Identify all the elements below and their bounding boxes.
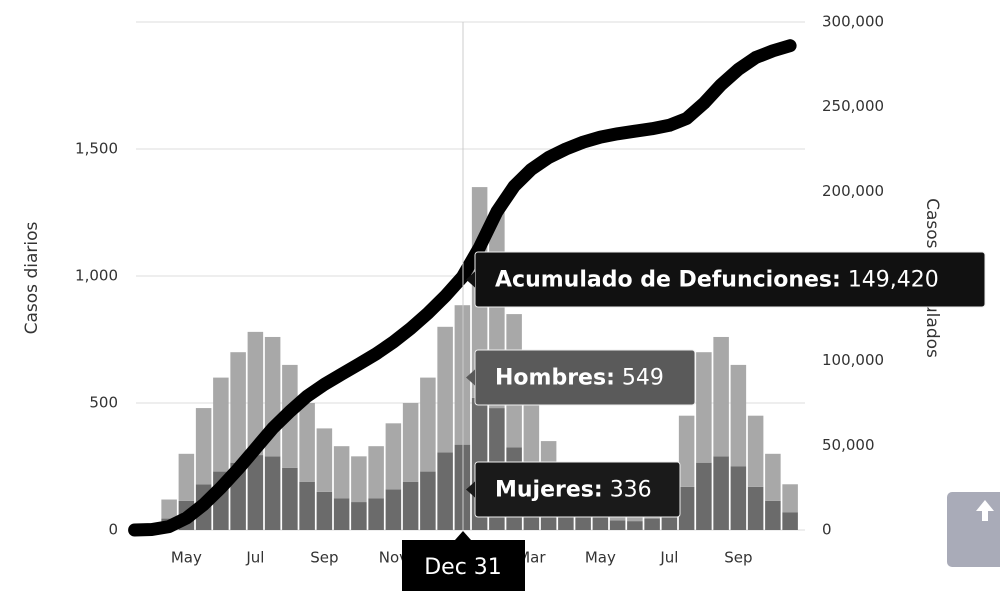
bar-segment bbox=[678, 415, 695, 487]
y-tick-label: 1,000 bbox=[75, 267, 118, 285]
tooltip-pointer bbox=[466, 369, 475, 386]
tooltip-date: Dec 31 bbox=[424, 555, 502, 580]
bar-segment bbox=[523, 390, 540, 477]
bar-segment bbox=[765, 453, 781, 501]
bar-segment bbox=[713, 456, 729, 530]
bar-segment bbox=[368, 498, 384, 530]
bar-segment bbox=[385, 489, 402, 530]
bar-segment bbox=[420, 377, 436, 472]
tooltip-name: Hombres: bbox=[495, 366, 615, 391]
bar-segment bbox=[213, 377, 229, 472]
bar-segment bbox=[351, 456, 367, 503]
date-pointer bbox=[455, 531, 471, 540]
tooltip-text: Mujeres: 336 bbox=[495, 478, 652, 503]
bar-segment bbox=[420, 471, 436, 530]
y-axis-title: Casos diarios bbox=[22, 222, 42, 335]
scroll-top-button[interactable] bbox=[947, 492, 1000, 567]
bar-segment bbox=[402, 481, 419, 530]
bar-segment bbox=[696, 352, 712, 463]
bar-segment bbox=[696, 462, 712, 530]
tooltip-value: 149,420 bbox=[848, 268, 939, 293]
tooltip-text: Acumulado de Defunciones: 149,420 bbox=[495, 268, 939, 293]
x-tick-label: May bbox=[585, 549, 616, 567]
bar-segment bbox=[627, 521, 643, 530]
y2-tick-label: 200,000 bbox=[822, 182, 884, 200]
tooltip-pointer bbox=[466, 481, 475, 498]
bar-segment bbox=[713, 336, 729, 457]
date-box bbox=[402, 540, 525, 591]
tooltip-name: Mujeres: bbox=[495, 478, 603, 503]
bar-segment bbox=[747, 415, 764, 487]
x-tick-label: May bbox=[171, 549, 202, 567]
bar-segment bbox=[730, 466, 747, 530]
bar-segment bbox=[247, 331, 264, 456]
y-tick-label: 500 bbox=[89, 394, 118, 412]
bar-segment bbox=[437, 326, 453, 453]
bar-segment bbox=[782, 512, 798, 530]
bar-segment bbox=[351, 502, 367, 530]
bar-segment bbox=[333, 446, 350, 499]
bar-segment bbox=[368, 446, 384, 499]
y-tick-label: 0 bbox=[108, 521, 118, 539]
bar-segment bbox=[385, 423, 402, 490]
y2-tick-label: 0 bbox=[822, 521, 832, 539]
x-tick-label: Jul bbox=[245, 549, 264, 567]
bar-segment bbox=[178, 453, 195, 501]
bar-segment bbox=[299, 481, 315, 530]
plot-area: 05001,0001,500050,000100,000150,000200,0… bbox=[75, 13, 884, 567]
bar-segment bbox=[264, 456, 281, 530]
y2-tick-label: 100,000 bbox=[822, 351, 884, 369]
bar-segment bbox=[316, 491, 333, 530]
bar-segment bbox=[765, 500, 781, 530]
bar-segment bbox=[609, 520, 626, 530]
y2-tick-label: 300,000 bbox=[822, 13, 884, 31]
bar-segment bbox=[161, 499, 177, 519]
x-tick-label: Jul bbox=[659, 549, 678, 567]
tooltip-name: Acumulado de Defunciones: bbox=[495, 268, 841, 293]
bar-segment bbox=[402, 403, 419, 482]
tooltip-text: Hombres: 549 bbox=[495, 366, 664, 391]
bar-segment bbox=[454, 444, 471, 530]
bar-segment bbox=[437, 452, 453, 530]
bar-segment bbox=[747, 486, 764, 530]
tooltip-value: 549 bbox=[622, 366, 664, 391]
bar-segment bbox=[592, 517, 609, 530]
y-tick-label: 1,500 bbox=[75, 140, 118, 158]
tooltip-value: 336 bbox=[610, 478, 652, 503]
x-tick-label: Sep bbox=[724, 549, 752, 567]
x-tick-label: Nov bbox=[379, 549, 408, 567]
bar-segment bbox=[730, 364, 747, 467]
y2-tick-label: 50,000 bbox=[822, 436, 875, 454]
arrow-up-icon[interactable] bbox=[976, 500, 994, 521]
bar-segment bbox=[230, 352, 246, 463]
tooltips: Acumulado de Defunciones: 149,420 Hombres:… bbox=[402, 251, 986, 591]
bar-segment bbox=[195, 408, 212, 485]
tooltip-pointer bbox=[466, 271, 475, 288]
bar-segment bbox=[247, 455, 264, 530]
bar-segment bbox=[644, 518, 660, 530]
bar-segment bbox=[678, 486, 695, 530]
bar-segment bbox=[316, 428, 333, 492]
bar-segment bbox=[282, 467, 298, 530]
scroll-top-bg[interactable] bbox=[947, 492, 1000, 567]
x-tick-label: Sep bbox=[310, 549, 338, 567]
cumulative-line bbox=[128, 39, 797, 537]
y2-tick-label: 250,000 bbox=[822, 97, 884, 115]
bar-segment bbox=[333, 498, 350, 530]
bar-segment bbox=[782, 484, 798, 513]
bar-segment bbox=[299, 403, 315, 482]
bar-segment bbox=[454, 305, 471, 445]
